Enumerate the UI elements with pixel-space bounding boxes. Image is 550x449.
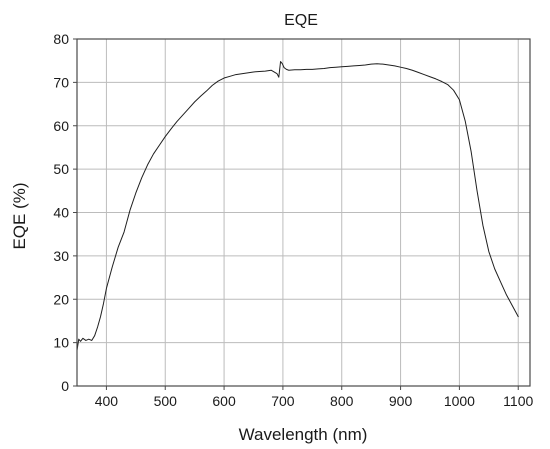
x-tick-label-700: 700 bbox=[271, 393, 295, 409]
x-axis-title: Wavelength (nm) bbox=[239, 425, 368, 444]
x-tick-label-600: 600 bbox=[212, 393, 236, 409]
y-tick-label-60: 60 bbox=[53, 118, 69, 134]
y-tick-label-10: 10 bbox=[53, 335, 69, 351]
y-tick-label-50: 50 bbox=[53, 161, 69, 177]
y-tick-label-70: 70 bbox=[53, 74, 69, 90]
x-tick-label-400: 400 bbox=[95, 393, 119, 409]
y-tick-label-80: 80 bbox=[53, 31, 69, 47]
chart-title: EQE bbox=[284, 12, 318, 29]
x-tick-label-900: 900 bbox=[389, 393, 413, 409]
eqe-series-line-0 bbox=[76, 61, 519, 351]
series-layer bbox=[76, 61, 519, 351]
y-tick-label-30: 30 bbox=[53, 248, 69, 264]
y-tick-label-20: 20 bbox=[53, 291, 69, 307]
tick-layer: 400 500 600 700 800 900 1000 1100 0 10 20 30 40 50 60 7… bbox=[53, 31, 533, 409]
x-tick-label-500: 500 bbox=[154, 393, 178, 409]
x-tick-label-800: 800 bbox=[330, 393, 354, 409]
grid-layer bbox=[77, 39, 530, 386]
y-tick-label-40: 40 bbox=[53, 205, 69, 221]
y-tick-label-0: 0 bbox=[61, 378, 69, 394]
y-axis-title: EQE (%) bbox=[10, 182, 29, 249]
x-tick-label-1100: 1100 bbox=[503, 393, 533, 409]
x-tick-label-1000: 1000 bbox=[444, 393, 475, 409]
